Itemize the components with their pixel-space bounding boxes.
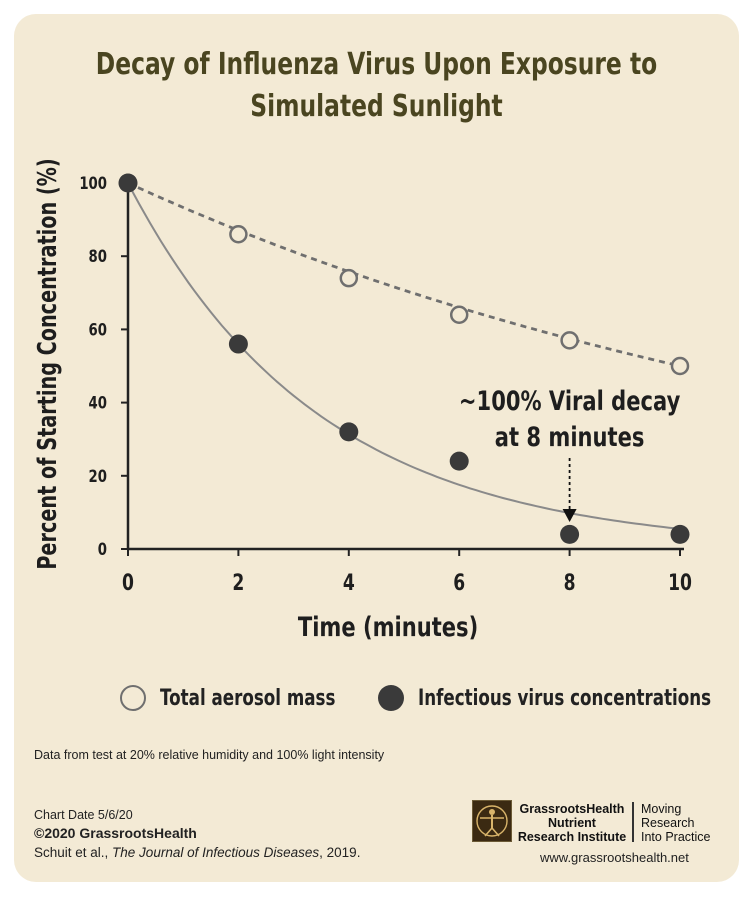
citation-journal: The Journal of Infectious Diseases [112, 845, 320, 860]
logo-tag-line3: Into Practice [641, 830, 711, 844]
vitruvian-logo-icon [472, 800, 512, 842]
y-tick-label: 60 [89, 320, 107, 340]
logo-name-line1: GrassrootsHealth [519, 802, 625, 816]
website-url: www.grassrootshealth.net [540, 850, 689, 865]
virus-point [228, 334, 248, 354]
virus-point [449, 451, 469, 471]
logo-name-line3: Research Institute [517, 830, 627, 844]
aerosol-series-line [127, 181, 681, 368]
data-note: Data from test at 20% relative humidity … [34, 748, 385, 762]
aerosol-point [229, 224, 248, 244]
chart-card [14, 14, 739, 882]
citation-year: , 2019. [319, 845, 361, 860]
x-tick-label: 4 [343, 570, 355, 596]
logo-name: GrassrootsHealth Nutrient Research Insti… [516, 802, 628, 844]
virus-point [118, 173, 138, 193]
aerosol-point [339, 268, 359, 288]
chart-title-line1: Decay of Influenza Virus Upon Exposure t… [95, 47, 658, 82]
legend-open-circle-marker [120, 685, 146, 711]
y-tick-label: 100 [79, 173, 107, 193]
chart-title: Decay of Influenza Virus Upon Exposure t… [83, 44, 670, 128]
aerosol-point [449, 305, 469, 325]
virus-point [670, 524, 690, 544]
legend-label-aerosol: Total aerosol mass [160, 685, 336, 711]
chart-date: Chart Date 5/6/20 [34, 808, 133, 822]
x-tick-label: 0 [122, 570, 134, 596]
logo-divider [632, 802, 634, 842]
annotation-arrow-head [562, 509, 577, 522]
y-tick-label: 0 [98, 539, 107, 559]
x-axis-title: Time (minutes) [298, 611, 478, 642]
chart-title-line2: Simulated Sunlight [250, 89, 503, 124]
logo-tag-line1: Moving [641, 802, 682, 816]
y-axis-title: Percent of Starting Concentration (%) [33, 158, 63, 569]
annotation-line2: at 8 minutes [495, 421, 645, 452]
copyright: ©2020 GrassrootsHealth [34, 825, 197, 841]
x-tick-label: 6 [453, 570, 465, 596]
citation-authors: Schuit et al., [34, 845, 113, 860]
y-tick-label: 40 [89, 393, 107, 413]
citation: Schuit et al., The Journal of Infectious… [34, 845, 360, 860]
y-tick-label: 20 [89, 466, 107, 486]
virus-point [339, 422, 359, 442]
virus-fit-line [127, 182, 681, 530]
legend-filled-circle-marker [378, 685, 404, 711]
logo-tagline: Moving Research Into Practice [641, 802, 710, 844]
y-tick-label: 80 [89, 247, 107, 267]
legend-item-aerosol: Total aerosol mass [120, 680, 391, 716]
aerosol-point [670, 356, 690, 376]
virus-point [560, 524, 580, 544]
annotation-line1: ~100% Viral decay [459, 385, 681, 416]
x-tick-label: 8 [564, 570, 576, 596]
legend-label-virus: Infectious virus concentrations [418, 685, 712, 711]
logo-tag-line2: Research [641, 816, 695, 830]
aerosol-point [560, 331, 579, 350]
legend-item-virus: Infectious virus concentrations [378, 680, 753, 716]
x-tick-label: 2 [232, 570, 244, 596]
logo-name-line2: Nutrient [548, 816, 596, 830]
x-tick-label: 10 [668, 570, 692, 596]
